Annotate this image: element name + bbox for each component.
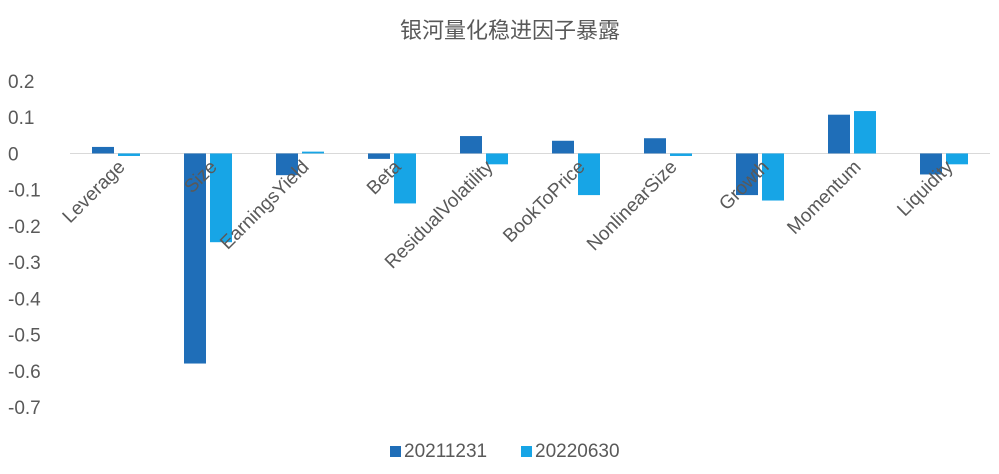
- y-tick-label: 0.1: [8, 108, 34, 129]
- bar-booktoprice-20220630: [578, 153, 600, 196]
- bar-residualvolatility-20220630: [486, 153, 508, 165]
- legend-label-20211231: 20211231: [404, 441, 487, 462]
- bars: [92, 111, 968, 364]
- bar-growth-20211231: [736, 153, 758, 196]
- chart-title: 银河量化稳进因子暴露: [400, 19, 620, 44]
- bar-earningsyield-20220630: [302, 151, 324, 154]
- bar-size-20211231: [184, 153, 206, 364]
- y-tick-label: -0.4: [8, 289, 41, 310]
- bar-leverage-20211231: [92, 146, 114, 154]
- bar-nonlinearsize-20220630: [670, 153, 692, 156]
- bar-growth-20220630: [762, 153, 784, 201]
- x-tick-label-leverage: Leverage: [59, 157, 130, 228]
- y-tick-label: -0.7: [8, 398, 41, 419]
- y-tick-label: -0.1: [8, 181, 41, 202]
- y-tick-label: -0.2: [8, 217, 41, 238]
- y-tick-label: -0.6: [8, 362, 41, 383]
- bar-nonlinearsize-20211231: [644, 138, 666, 154]
- bar-leverage-20220630: [118, 153, 140, 156]
- y-axis: 0.2 0.1 0 -0.1 -0.2 -0.3 -0.4 -0.5 -0.6 -0.7: [8, 72, 41, 419]
- x-tick-label-booktoprice: BookToPrice: [499, 157, 589, 247]
- y-tick-label: 0.2: [8, 72, 34, 93]
- bar-earningsyield-20211231: [276, 153, 298, 176]
- bar-momentum-20211231: [828, 114, 850, 154]
- bar-momentum-20220630: [854, 111, 876, 154]
- bar-liquidity-20211231: [920, 153, 942, 175]
- y-tick-label: -0.3: [8, 253, 41, 274]
- bar-size-20220630: [210, 153, 232, 243]
- x-tick-label-momentum: Momentum: [783, 157, 865, 239]
- y-tick-label: 0: [8, 144, 19, 165]
- y-tick-label: -0.5: [8, 326, 41, 347]
- legend-label-20220630: 20220630: [535, 441, 620, 462]
- legend-swatch-20220630: [521, 446, 532, 457]
- bar-beta-20220630: [394, 153, 416, 204]
- bar-liquidity-20220630: [946, 153, 968, 165]
- bar-residualvolatility-20211231: [460, 136, 482, 154]
- legend: 20211231 20220630: [390, 441, 620, 462]
- bar-beta-20211231: [368, 153, 390, 159]
- legend-swatch-20211231: [390, 446, 401, 457]
- bar-booktoprice-20211231: [552, 140, 574, 154]
